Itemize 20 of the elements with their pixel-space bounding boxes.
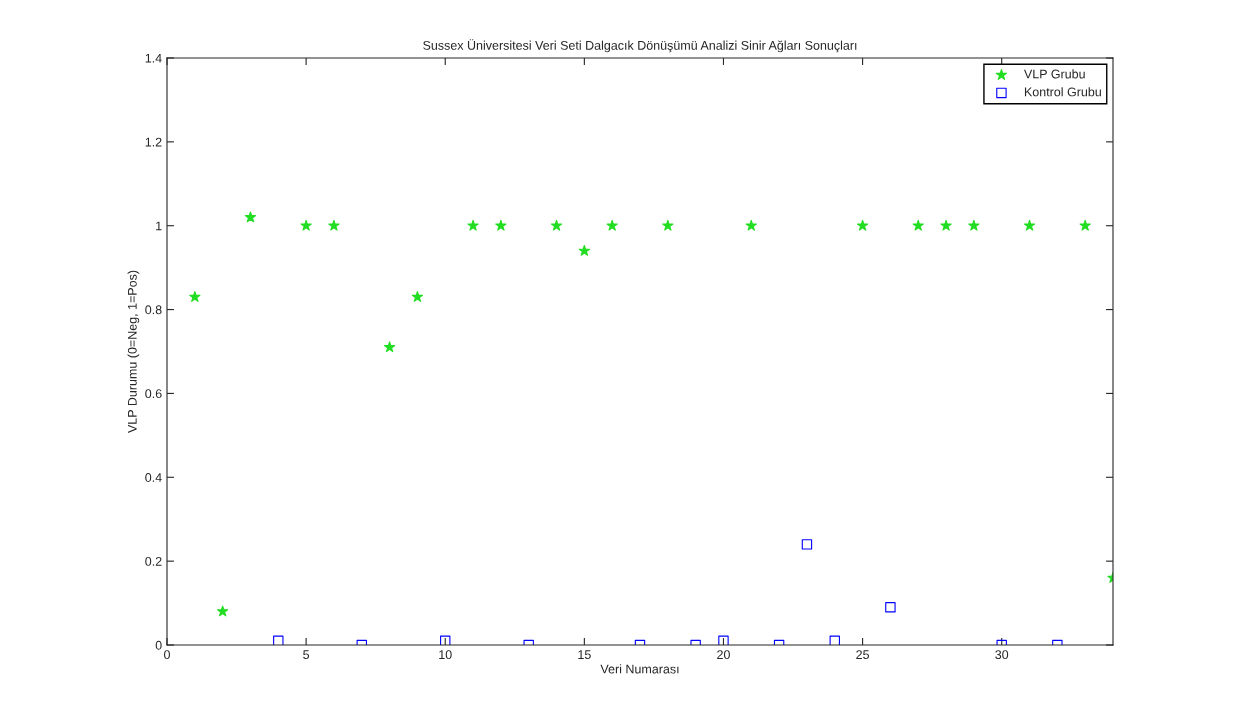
y-axis-title: VLP Durumu (0=Neg, 1=Pos) [127, 270, 140, 433]
x-tick-label: 5 [303, 650, 310, 660]
y-tick-label: 0.8 [145, 305, 162, 315]
legend-label: Kontrol Grubu [1024, 87, 1101, 97]
x-tick-label: 20 [717, 650, 730, 660]
x-axis-title: Veri Numarası [600, 664, 679, 674]
legend-label: VLP Grubu [1023, 69, 1085, 79]
x-tick-label: 30 [995, 650, 1009, 660]
chart-title: Sussex Üniversitesi Veri Seti Dalgacık Dönüşümü Analizi Sinir Ağları Sonuçları [423, 39, 857, 53]
y-tick-label: 0 [155, 640, 162, 650]
y-tick-label: 0.6 [145, 389, 162, 399]
x-tick-label: 15 [578, 650, 591, 660]
y-tick-label: 1 [156, 221, 162, 231]
x-tick-label: 0 [164, 650, 170, 660]
x-tick-label: 10 [439, 650, 452, 660]
y-tick-label: 0.2 [145, 556, 162, 566]
y-tick-label: 1.4 [145, 53, 162, 63]
y-tick-label: 1.2 [145, 137, 162, 147]
x-tick-label: 25 [856, 650, 870, 660]
y-tick-label: 0.4 [145, 473, 162, 482]
